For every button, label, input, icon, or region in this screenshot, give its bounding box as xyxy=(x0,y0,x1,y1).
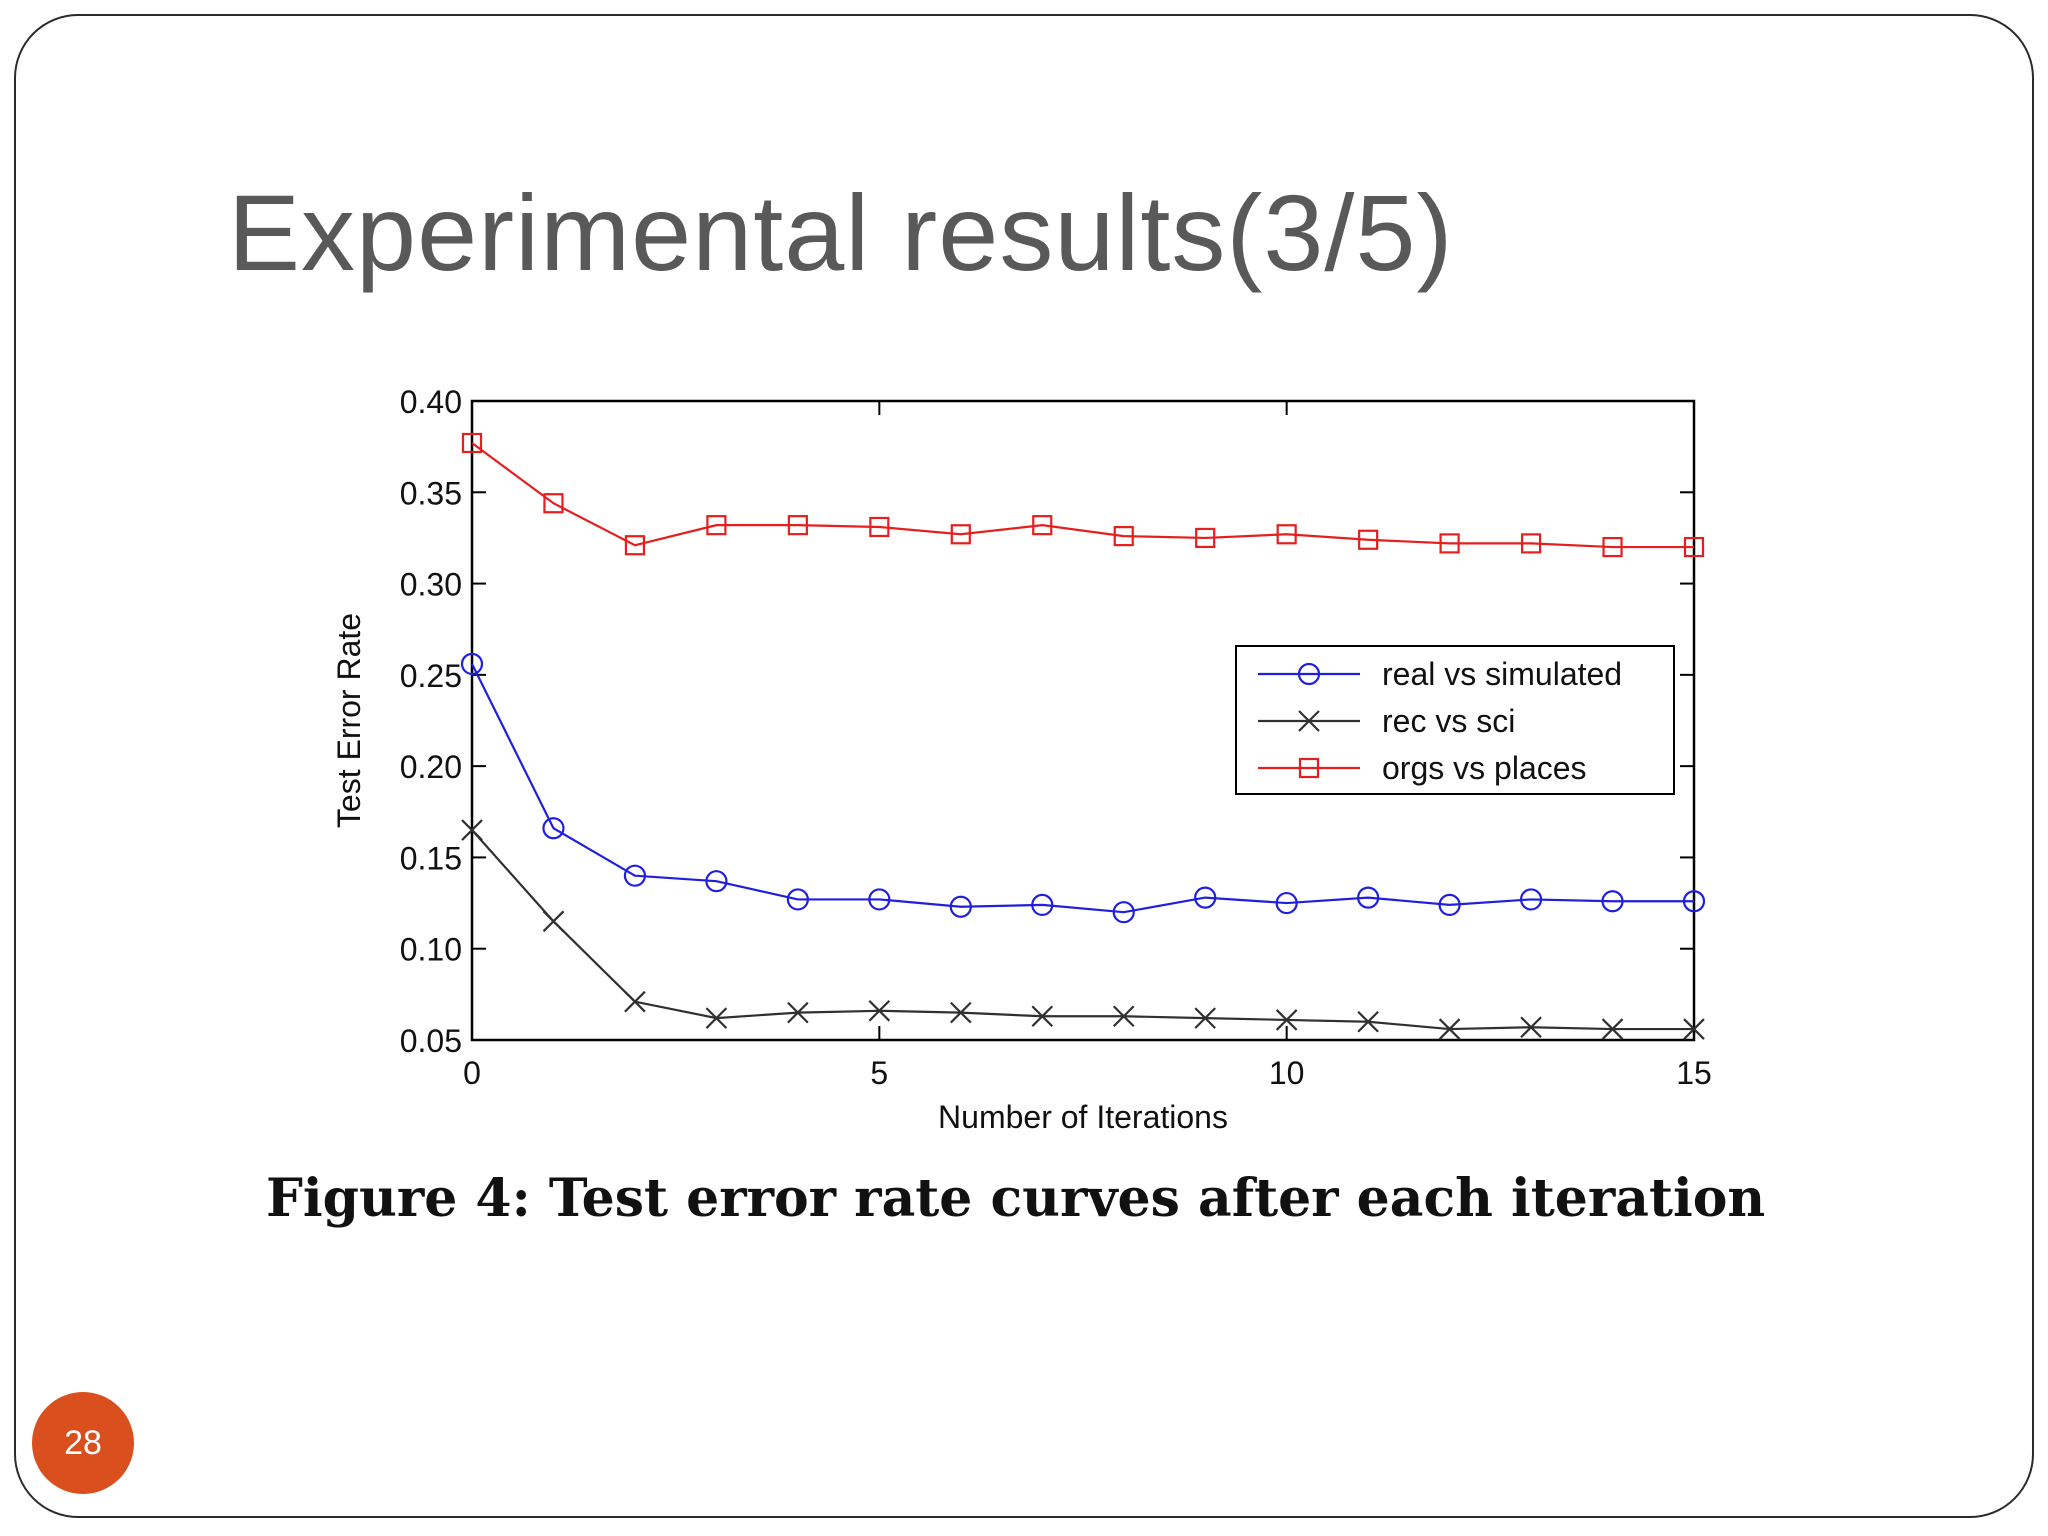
y-tick-label: 0.40 xyxy=(400,384,462,420)
legend-entry: rec vs sci xyxy=(1382,703,1515,739)
data-point xyxy=(624,535,646,556)
data-point xyxy=(1031,893,1054,916)
y-tick-label: 0.25 xyxy=(400,658,462,694)
data-point xyxy=(623,864,647,887)
data-point xyxy=(1032,515,1053,536)
series-line xyxy=(471,442,1694,549)
y-tick-label: 0.30 xyxy=(400,567,462,603)
data-point xyxy=(705,1007,728,1029)
data-point xyxy=(868,1000,891,1022)
data-point xyxy=(1357,1010,1379,1033)
legend-marker xyxy=(1298,757,1320,779)
data-point xyxy=(1112,901,1135,924)
x-tick-label: 15 xyxy=(1676,1055,1712,1091)
data-point xyxy=(1601,1018,1624,1040)
data-point xyxy=(786,888,809,911)
series-line xyxy=(471,829,1694,1031)
data-point xyxy=(1275,891,1298,915)
x-tick-label: 5 xyxy=(870,1055,888,1091)
series-line xyxy=(471,663,1694,914)
data-point xyxy=(1031,1005,1054,1028)
data-point xyxy=(1113,526,1134,547)
y-tick-label: 0.15 xyxy=(400,840,462,876)
data-point xyxy=(705,870,728,893)
data-point xyxy=(461,432,483,454)
y-tick-label: 0.05 xyxy=(400,1023,462,1059)
legend-entry: orgs vs places xyxy=(1382,750,1587,786)
legend-marker xyxy=(1297,662,1321,686)
data-point xyxy=(1112,1005,1135,1028)
y-tick-label: 0.20 xyxy=(400,749,462,785)
data-point xyxy=(461,819,483,841)
data-point xyxy=(949,895,972,918)
page-number-badge: 28 xyxy=(32,1392,134,1494)
data-point xyxy=(1276,524,1297,545)
data-point xyxy=(869,516,890,538)
data-point xyxy=(624,990,646,1013)
data-point xyxy=(1438,893,1461,916)
data-point xyxy=(1601,890,1624,913)
data-point xyxy=(787,515,808,536)
data-point xyxy=(1194,1007,1216,1029)
series-2 xyxy=(461,432,1705,558)
data-point xyxy=(542,817,565,840)
slide-title: Experimental results(3/5) xyxy=(228,172,1454,293)
data-point xyxy=(1358,529,1379,550)
data-point xyxy=(1520,533,1542,554)
y-tick-label: 0.35 xyxy=(400,475,462,511)
data-point xyxy=(1683,1018,1705,1040)
data-point xyxy=(787,1001,809,1024)
data-point xyxy=(706,515,727,536)
legend: real vs simulated rec vs sci orgs vs place… xyxy=(1235,645,1675,795)
data-point xyxy=(542,910,565,933)
data-point xyxy=(1683,536,1705,558)
data-point xyxy=(950,524,971,545)
figure-caption: Figure 4: Test error rate curves after e… xyxy=(266,1168,1766,1229)
legend-marker xyxy=(1298,710,1320,732)
x-tick-label: 10 xyxy=(1269,1055,1305,1091)
data-point xyxy=(950,1001,972,1024)
data-point xyxy=(1682,890,1706,913)
data-point xyxy=(460,652,484,676)
data-point xyxy=(1519,888,1543,911)
data-point xyxy=(1439,533,1460,554)
data-point xyxy=(1520,1016,1542,1038)
series-1 xyxy=(461,819,1705,1040)
data-point xyxy=(543,493,564,514)
data-point xyxy=(1194,886,1217,909)
x-tick-label: 0 xyxy=(463,1055,481,1091)
data-point xyxy=(1195,527,1216,549)
y-axis-label: Test Error Rate xyxy=(331,613,367,828)
data-point xyxy=(1438,1018,1461,1040)
x-axis-label: Number of Iterations xyxy=(938,1099,1228,1135)
data-point xyxy=(1275,1009,1298,1031)
data-point xyxy=(868,888,891,911)
series-0 xyxy=(460,652,1706,924)
data-point xyxy=(1602,536,1623,558)
data-point xyxy=(1357,886,1380,909)
legend-entry: real vs simulated xyxy=(1382,656,1622,692)
y-tick-label: 0.10 xyxy=(400,932,462,968)
